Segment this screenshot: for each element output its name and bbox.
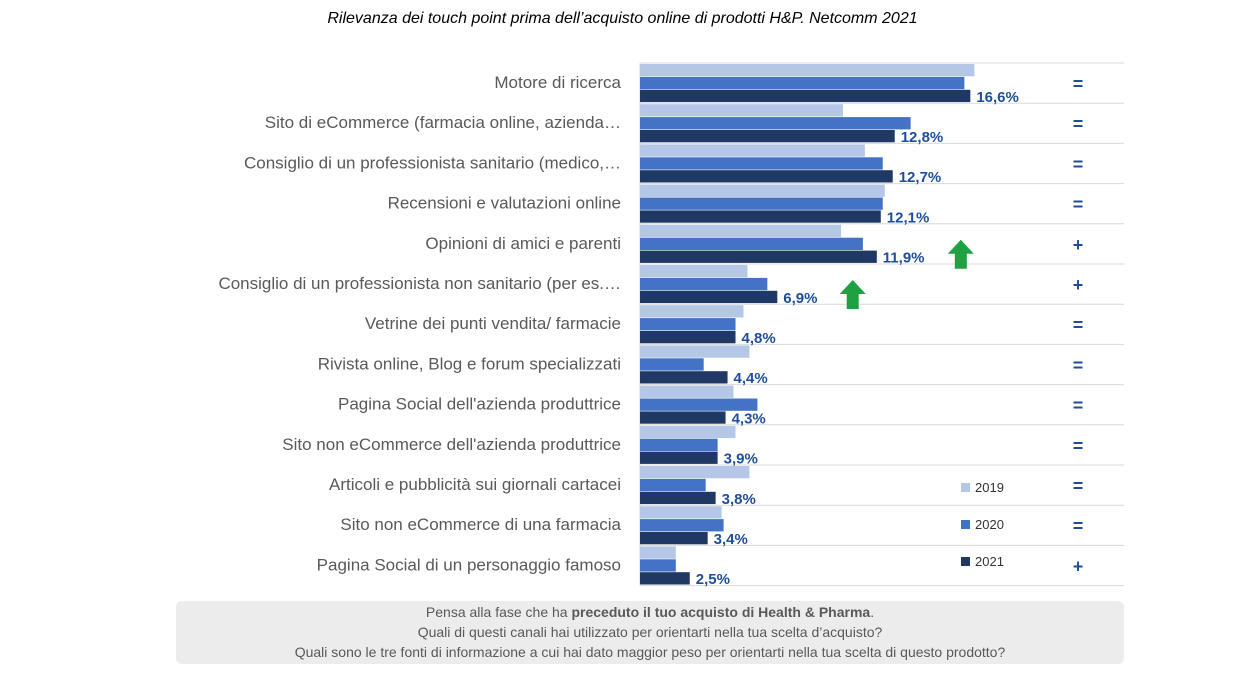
bar-2019-8 <box>640 345 750 358</box>
bar-2021-9 <box>640 411 726 424</box>
legend-label: 2020 <box>975 517 1004 532</box>
value-label: 3,9% <box>724 451 758 468</box>
trend-sign: = <box>1073 74 1084 94</box>
trend-sign: = <box>1073 476 1084 496</box>
bar-2020-12 <box>640 519 724 532</box>
value-label: 3,8% <box>722 491 756 508</box>
bar-2021-1 <box>640 89 971 103</box>
legend-label: 2021 <box>975 554 1004 569</box>
category-label: Pagina Social di un personaggio famoso <box>317 555 621 574</box>
bar-2020-13 <box>640 559 676 572</box>
bar-2021-11 <box>640 491 716 505</box>
bar-2021-8 <box>640 371 728 384</box>
category-label: Pagina Social dell'azienda produttrice <box>338 395 621 414</box>
bar-2021-7 <box>640 331 736 344</box>
value-label: 3,4% <box>714 531 748 548</box>
bar-2020-9 <box>640 398 758 411</box>
category-label: Recensioni e valutazioni online <box>388 194 621 213</box>
legend-swatch-2021 <box>961 557 970 566</box>
category-label: Sito non eCommerce di una farmacia <box>340 515 621 534</box>
bar-2021-12 <box>640 532 708 545</box>
legend-swatch-2019 <box>961 483 970 492</box>
category-label: Vetrine dei punti vendita/ farmacie <box>365 314 621 333</box>
bar-2019-3 <box>640 144 865 157</box>
bar-2019-11 <box>640 466 750 479</box>
chart-title: Rilevanza dei touch point prima dell’acq… <box>327 10 918 27</box>
bar-2021-13 <box>640 572 690 585</box>
value-label: 12,7% <box>899 169 942 186</box>
bar-2021-5 <box>640 250 877 263</box>
category-label: Opinioni di amici e parenti <box>425 234 621 253</box>
bar-chart: Motore di ricerca 16,6% = Sito di eCommerce… <box>218 62 1124 588</box>
bar-2019-9 <box>640 385 734 398</box>
value-label: 12,8% <box>901 129 944 146</box>
bar-2021-6 <box>640 290 778 304</box>
bar-2019-7 <box>640 305 744 318</box>
trend-sign: + <box>1073 556 1084 576</box>
value-label: 2,5% <box>696 571 730 588</box>
bar-2019-1 <box>640 64 975 77</box>
value-label: 6,9% <box>783 290 817 307</box>
up-arrow-icon <box>839 280 866 309</box>
value-label: 11,9% <box>883 250 925 267</box>
legend-swatch-2020 <box>961 520 970 529</box>
bar-2021-10 <box>640 451 718 464</box>
bar-2019-4 <box>640 184 885 197</box>
bar-2020-2 <box>640 117 911 130</box>
bar-2021-2 <box>640 130 895 143</box>
bar-2020-4 <box>640 197 883 210</box>
trend-sign: = <box>1073 114 1084 134</box>
footnote-line-1: Pensa alla fase che ha preceduto il tuo … <box>425 604 875 620</box>
category-label: Consiglio di un professionista non sanit… <box>218 274 621 293</box>
category-label: Motore di ricerca <box>494 73 621 92</box>
bar-2020-7 <box>640 318 736 331</box>
bar-2019-12 <box>640 506 722 519</box>
bar-2020-10 <box>640 438 718 451</box>
category-label: Sito di eCommerce (farmacia online, azie… <box>265 113 621 132</box>
trend-sign: + <box>1073 275 1084 295</box>
category-label: Articoli e pubblicità sui giornali carta… <box>329 475 621 494</box>
trend-sign: = <box>1073 355 1084 375</box>
value-label: 4,4% <box>734 370 768 387</box>
trend-sign: = <box>1073 396 1084 416</box>
bar-2019-2 <box>640 104 843 117</box>
bar-2021-3 <box>640 170 893 183</box>
survey-question-box: Pensa alla fase che ha preceduto il tuo … <box>176 601 1124 664</box>
up-arrow-icon <box>947 239 974 269</box>
trend-sign: = <box>1073 315 1084 335</box>
bar-2020-5 <box>640 237 863 250</box>
bar-2021-4 <box>640 210 881 223</box>
bar-2020-1 <box>640 76 965 90</box>
legend-label: 2019 <box>975 480 1004 495</box>
category-label: Sito non eCommerce dell'azienda produttr… <box>282 435 621 454</box>
trend-sign: = <box>1073 516 1084 536</box>
trend-sign: = <box>1073 195 1084 215</box>
bar-2019-6 <box>640 265 748 278</box>
category-label: Consiglio di un professionista sanitario… <box>244 153 621 172</box>
bar-2020-11 <box>640 478 706 492</box>
value-label: 4,8% <box>742 330 776 347</box>
bar-2020-3 <box>640 157 883 170</box>
value-label: 4,3% <box>732 410 766 427</box>
bar-2019-5 <box>640 224 841 238</box>
bar-2020-8 <box>640 358 704 371</box>
footnote-line-2: Quali di questi canali hai utilizzato pe… <box>417 624 883 640</box>
footnote-bold: preceduto il tuo acquisto di Health & Ph… <box>571 604 871 620</box>
value-label: 16,6% <box>976 89 1019 106</box>
bar-2020-6 <box>640 277 768 291</box>
trend-sign: = <box>1073 436 1084 456</box>
category-label: Rivista online, Blog e forum specializza… <box>318 354 621 373</box>
bar-2019-13 <box>640 546 676 559</box>
trend-sign: = <box>1073 154 1084 174</box>
footnote-line-3: Quali sono le tre fonti di informazione … <box>294 644 1006 660</box>
bar-2019-10 <box>640 425 736 439</box>
trend-sign: + <box>1073 235 1084 255</box>
value-label: 12,1% <box>887 209 930 226</box>
